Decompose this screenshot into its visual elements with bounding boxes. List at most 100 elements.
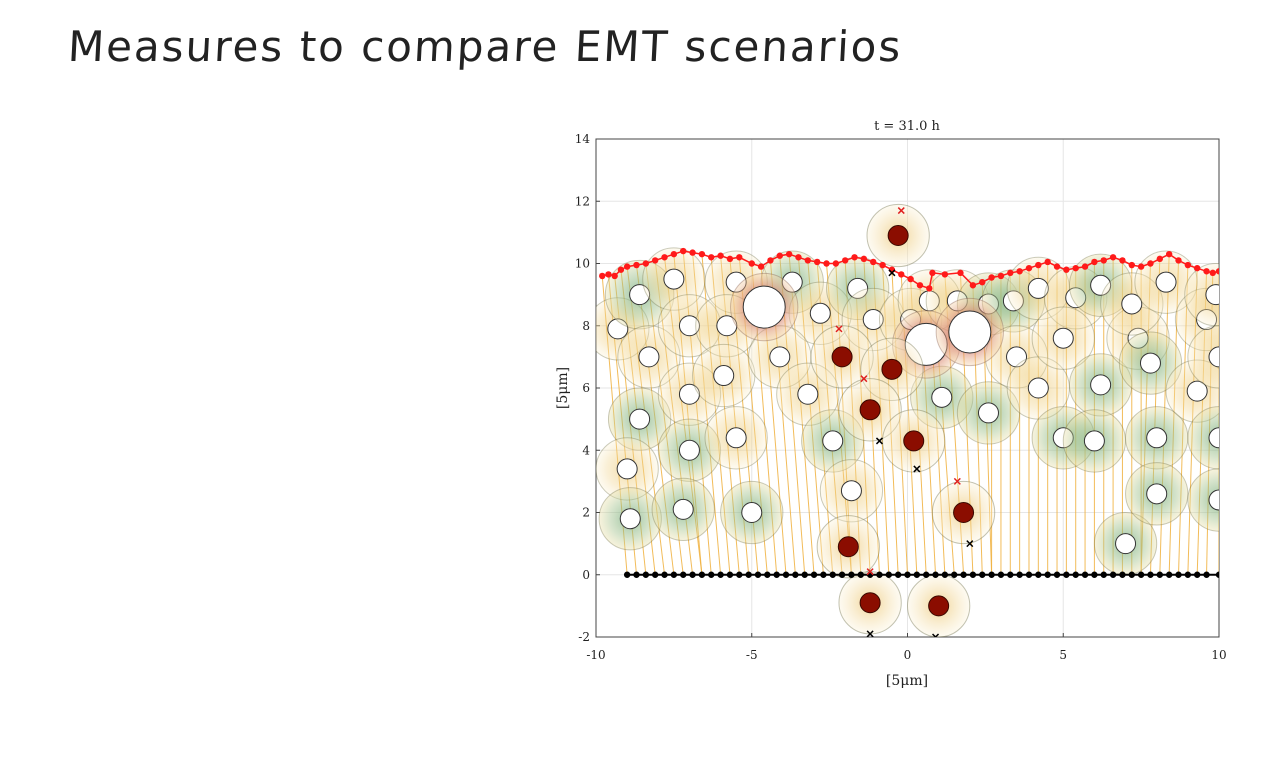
emt-cell-nucleus [953,502,975,523]
black-cross-marker [913,465,921,473]
basal-point [764,571,771,578]
apical-point [1209,269,1216,277]
y-tick-label: 8 [582,319,590,333]
apical-point [717,252,724,259]
cell-nucleus [809,302,831,324]
apical-point [1165,250,1173,258]
cell-nucleus [1208,489,1219,511]
basal-point [680,571,687,578]
apical-point [870,258,877,266]
y-tick-label: 2 [582,506,590,520]
y-tick-label: 10 [575,257,590,271]
y-tick-label: 4 [582,443,590,457]
basal-point [1215,571,1219,578]
marker-layer [835,207,974,637]
cell-nucleus [822,430,844,452]
cell-body [1187,468,1219,532]
apical-point [708,254,715,261]
basal-point [1165,571,1173,578]
basal-point [838,571,846,578]
tick-labels: -10 -5 0 5 10 -2 0 2 4 6 8 10 12 14 [575,132,1227,662]
apical-point [823,260,830,267]
red-cross-marker [866,568,874,576]
basal-point [661,571,668,578]
y-tick-label: 14 [575,132,591,146]
basal-point [1044,571,1051,578]
cell-nucleus [1121,293,1143,315]
basal-point [1100,571,1107,578]
basal-point [773,571,780,578]
basal-point [708,571,715,578]
apical-point [757,263,765,270]
basal-point [642,571,650,578]
apical-point [979,278,986,286]
cell-nucleus [769,346,791,368]
apical-point [795,254,802,261]
apical-point [907,275,914,283]
apical-point [879,261,886,269]
apical-point [599,272,606,280]
y-tick-label: -2 [578,630,590,644]
basal-point [885,571,893,578]
apical-point [785,250,793,258]
apical-point [1156,255,1164,263]
basal-point [932,571,939,578]
basal-point [1156,571,1164,578]
cell-nucleus [619,508,641,530]
apical-point [698,250,706,258]
basal-point [1025,571,1033,578]
basal-point [801,571,808,578]
apical-point [680,247,687,255]
basal-point [633,571,640,578]
black-cross-marker [875,437,883,445]
apical-point [1147,260,1154,267]
basal-point [829,571,836,578]
cell-nucleus [1155,271,1177,293]
basal-point [1072,571,1079,578]
cell-nucleus [1115,533,1137,555]
apical-point [1007,269,1014,277]
apical-point [997,272,1005,280]
basal-point [810,571,818,578]
apical-point [1044,258,1051,266]
x-tick-label: 10 [1211,648,1226,662]
emt-cell-nucleus [887,224,909,246]
apical-point [1016,268,1023,275]
emt-cell-nucleus [881,358,903,380]
apical-point [832,260,840,267]
apical-point [1053,263,1061,270]
y-axis-label: [5μm] [555,367,571,409]
cell-nucleus [672,498,694,520]
cell-nucleus [1205,284,1219,306]
y-tick-label: 12 [575,194,590,208]
cell-nucleus [678,439,700,461]
cell-body [1187,325,1219,389]
apical-point [1063,266,1070,273]
apical-point [726,255,734,263]
cell-nucleus [741,502,763,523]
cell-layer [596,203,1219,637]
basal-point [960,571,967,578]
red-cross-marker [835,325,843,333]
emt-cell-nucleus [831,346,853,368]
apical-point [1119,257,1126,264]
basal-point [1175,571,1182,578]
basal-point [1119,571,1126,578]
apical-point [776,252,783,259]
basal-point [1184,571,1192,578]
cell-nucleus [977,402,999,424]
apical-point [898,271,905,278]
cell-nucleus [1139,352,1161,374]
apical-point [617,266,625,273]
cell-nucleus [1027,377,1049,399]
basal-point [876,571,883,578]
basal-point [857,571,864,578]
cell-nucleus [1186,380,1208,402]
apical-point [767,257,774,264]
basal-point [1063,571,1070,578]
basal-point [941,571,949,578]
basal-point [1193,571,1201,578]
cell-nucleus [713,365,735,387]
apical-point [957,269,964,277]
